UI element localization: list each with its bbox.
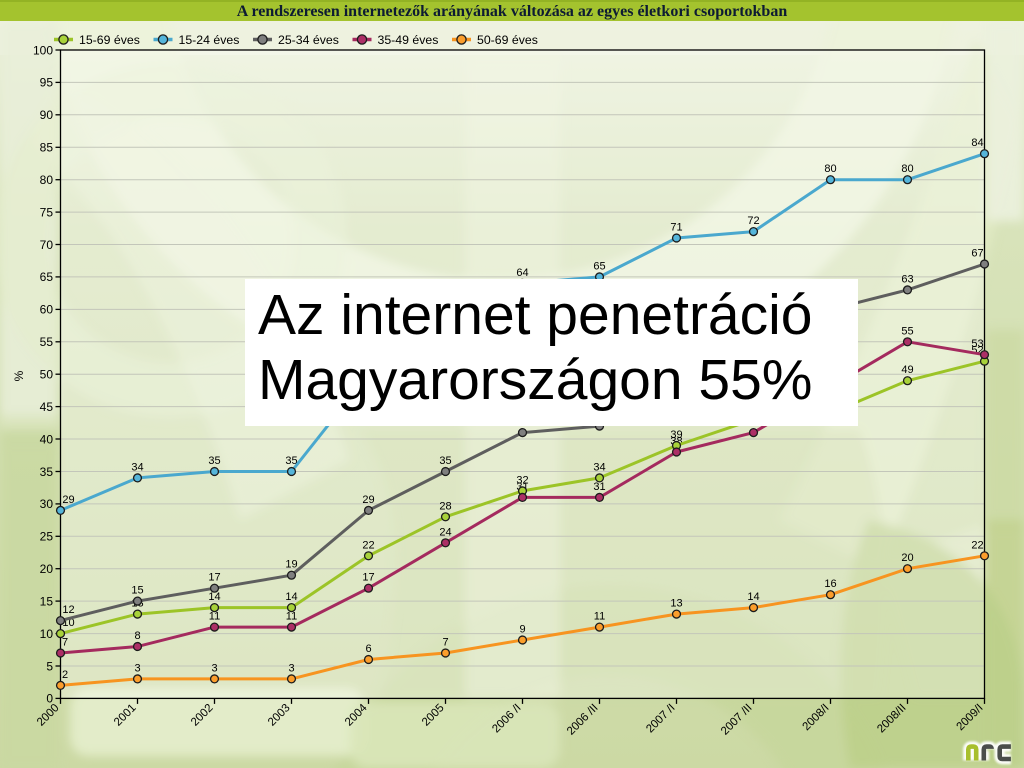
svg-text:64: 64 [516,267,528,279]
svg-text:75: 75 [40,205,54,219]
svg-text:71: 71 [670,222,682,234]
svg-text:35-49 éves: 35-49 éves [378,33,439,47]
svg-text:85: 85 [40,141,54,155]
svg-text:50: 50 [40,368,54,382]
svg-text:55: 55 [901,325,913,337]
svg-text:10: 10 [40,627,54,641]
svg-text:45: 45 [40,400,54,414]
svg-text:20: 20 [901,552,913,564]
svg-text:49: 49 [901,364,913,376]
svg-text:12: 12 [62,604,74,616]
svg-text:55: 55 [40,335,54,349]
svg-text:65: 65 [40,270,54,284]
svg-text:40: 40 [40,432,54,446]
svg-text:5: 5 [46,659,53,673]
svg-text:35: 35 [208,455,220,467]
svg-text:2: 2 [62,669,68,681]
svg-text:19: 19 [285,559,297,571]
svg-text:22: 22 [971,539,983,551]
svg-text:14: 14 [208,591,220,603]
svg-text:15-24 éves: 15-24 éves [179,33,240,47]
svg-text:13: 13 [670,598,682,610]
svg-text:20: 20 [40,562,54,576]
svg-text:100: 100 [33,43,53,57]
svg-text:65: 65 [593,260,605,272]
svg-text:3: 3 [134,662,140,674]
svg-text:15: 15 [131,585,143,597]
svg-text:9: 9 [519,624,525,636]
svg-text:%: % [12,370,26,381]
svg-text:35: 35 [40,465,54,479]
svg-text:29: 29 [62,494,74,506]
svg-text:72: 72 [747,215,759,227]
svg-text:35: 35 [285,455,297,467]
svg-text:67: 67 [971,248,983,260]
svg-text:3: 3 [211,662,217,674]
svg-text:8: 8 [134,630,140,642]
svg-text:16: 16 [824,578,836,590]
svg-text:25: 25 [40,530,54,544]
svg-text:25-34 éves: 25-34 éves [278,33,339,47]
svg-text:31: 31 [593,481,605,493]
svg-text:30: 30 [40,497,54,511]
svg-text:28: 28 [439,500,451,512]
svg-text:0: 0 [46,692,53,706]
svg-text:39: 39 [670,429,682,441]
svg-text:34: 34 [131,461,143,473]
svg-text:70: 70 [40,238,54,252]
svg-text:11: 11 [286,611,297,623]
svg-text:3: 3 [288,662,294,674]
svg-text:34: 34 [593,461,605,473]
svg-text:84: 84 [971,137,983,149]
svg-text:14: 14 [285,591,297,603]
svg-text:50-69 éves: 50-69 éves [477,33,538,47]
svg-text:80: 80 [901,163,913,175]
svg-text:17: 17 [362,572,374,584]
svg-text:17: 17 [208,572,220,584]
svg-text:22: 22 [362,539,374,551]
svg-text:29: 29 [362,494,374,506]
svg-text:7: 7 [442,637,448,649]
svg-text:80: 80 [40,173,54,187]
svg-text:95: 95 [40,76,54,90]
svg-text:80: 80 [824,163,836,175]
svg-text:15-69 éves: 15-69 éves [79,33,140,47]
svg-text:90: 90 [40,108,54,122]
svg-text:53: 53 [971,338,983,350]
svg-text:24: 24 [439,526,451,538]
svg-text:7: 7 [62,637,68,649]
svg-text:11: 11 [209,611,220,623]
svg-text:14: 14 [747,591,759,603]
svg-text:60: 60 [40,303,54,317]
svg-text:32: 32 [516,474,528,486]
svg-text:35: 35 [439,455,451,467]
svg-text:63: 63 [901,273,913,285]
svg-text:15: 15 [40,594,54,608]
svg-text:11: 11 [594,611,605,623]
svg-text:6: 6 [365,643,371,655]
